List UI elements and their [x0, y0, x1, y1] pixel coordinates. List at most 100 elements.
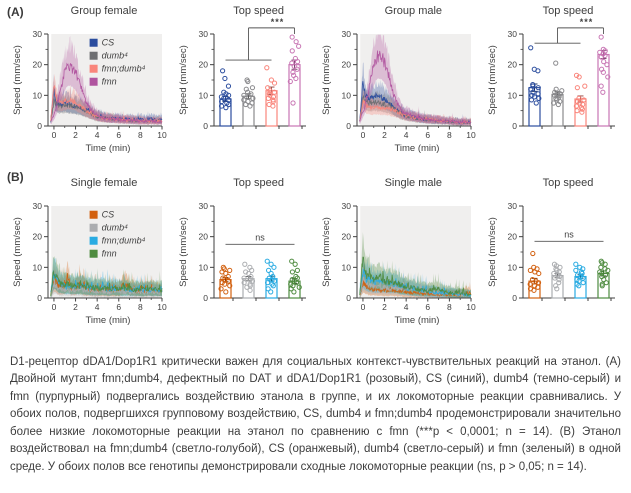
svg-text:20: 20 — [508, 60, 518, 70]
svg-text:Speed (mm/sec): Speed (mm/sec) — [321, 217, 332, 287]
svg-text:10: 10 — [467, 302, 477, 312]
chart-title-group-male: Group male — [384, 5, 443, 17]
svg-text:dumb⁴: dumb⁴ — [102, 51, 129, 61]
svg-text:0: 0 — [52, 302, 57, 312]
svg-text:4: 4 — [404, 130, 409, 140]
svg-text:30: 30 — [342, 201, 352, 211]
svg-text:Time (min): Time (min) — [85, 315, 130, 326]
line-chart-group-female: 0 10 20 30 0 2 4 6 8 10 Time (min) Speed (mm/sec) CS… — [10, 18, 170, 160]
svg-text:0: 0 — [512, 121, 517, 131]
svg-text:2: 2 — [382, 302, 387, 312]
line-chart-group-male: 0 10 20 30 0 2 4 6 8 10 Time (min) Speed (mm/sec) — [319, 18, 479, 160]
svg-text:30: 30 — [508, 29, 518, 39]
svg-text:4: 4 — [404, 302, 409, 312]
svg-text:10: 10 — [342, 90, 352, 100]
panel-a-row: Group female 0 10 20 30 0 2 4 6 8 10 Time (min) Spe… — [0, 4, 631, 160]
svg-text:Time (min): Time (min) — [85, 143, 130, 154]
svg-text:10: 10 — [157, 130, 167, 140]
chart-cell-single-female-topspeed: Top speed 0 10 20 30 Speed (mm/sec) ns — [174, 176, 316, 332]
svg-text:Time (min): Time (min) — [395, 315, 440, 326]
svg-text:10: 10 — [467, 130, 477, 140]
svg-text:4: 4 — [95, 302, 100, 312]
svg-text:Time (min): Time (min) — [395, 143, 440, 154]
svg-text:10: 10 — [33, 262, 43, 272]
svg-text:fmn;dumb⁴: fmn;dumb⁴ — [102, 236, 146, 246]
svg-text:Speed (mm/sec): Speed (mm/sec) — [178, 45, 189, 115]
svg-text:fmn;dumb⁴: fmn;dumb⁴ — [102, 64, 146, 74]
svg-text:6: 6 — [116, 130, 121, 140]
svg-text:ns: ns — [564, 229, 574, 239]
svg-text:***: *** — [580, 18, 594, 27]
figure-caption: D1-рецептор dDA1/Dop1R1 критически важен… — [10, 356, 621, 473]
svg-text:Speed (mm/sec): Speed (mm/sec) — [321, 45, 332, 115]
svg-text:30: 30 — [33, 201, 43, 211]
svg-text:0: 0 — [203, 293, 208, 303]
svg-text:2: 2 — [73, 130, 78, 140]
svg-text:30: 30 — [198, 29, 208, 39]
svg-text:10: 10 — [33, 90, 43, 100]
chart-title-group-female: Group female — [70, 5, 138, 17]
panel-b-label: (B) — [7, 170, 24, 184]
svg-text:8: 8 — [138, 302, 143, 312]
chart-cell-group-male: Group male 0 10 20 30 0 2 4 6 8 10 Time (min) Speed… — [319, 4, 479, 160]
svg-text:20: 20 — [342, 232, 352, 242]
svg-text:0: 0 — [37, 121, 42, 131]
chart-cell-single-female: Single female 0 10 20 30 0 2 4 6 8 10 Time (min) Sp… — [10, 176, 170, 332]
svg-text:8: 8 — [447, 130, 452, 140]
chart-cell-group-male-topspeed: Top speed 0 10 20 30 Speed (mm/sec) *** — [483, 4, 625, 160]
svg-text:Speed (mm/sec): Speed (mm/sec) — [12, 217, 23, 287]
bar-chart-single-female-topspeed: 0 10 20 30 Speed (mm/sec) ns — [174, 190, 316, 332]
svg-text:10: 10 — [198, 262, 208, 272]
svg-text:10: 10 — [157, 302, 167, 312]
svg-text:30: 30 — [342, 29, 352, 39]
svg-text:6: 6 — [116, 302, 121, 312]
svg-text:2: 2 — [382, 130, 387, 140]
chart-title-group-female-topspeed: Top speed — [233, 5, 285, 17]
chart-cell-single-male: Single male 0 10 20 30 0 2 4 6 8 10 Time (min) Spee… — [319, 176, 479, 332]
chart-cell-group-female-topspeed: Top speed 0 10 20 30 Speed (mm/sec) *** — [174, 4, 316, 160]
svg-text:0: 0 — [347, 293, 352, 303]
svg-text:2: 2 — [73, 302, 78, 312]
svg-text:20: 20 — [198, 232, 208, 242]
svg-text:20: 20 — [33, 232, 43, 242]
svg-text:fmn: fmn — [102, 249, 117, 259]
panel-b-row: Single female 0 10 20 30 0 2 4 6 8 10 Time (min) Sp… — [0, 176, 631, 332]
svg-text:fmn: fmn — [102, 77, 117, 87]
bar-chart-single-male-topspeed: 0 10 20 30 Speed (mm/sec) ns — [483, 190, 625, 332]
svg-text:10: 10 — [342, 262, 352, 272]
chart-cell-single-male-topspeed: Top speed 0 10 20 30 Speed (mm/sec) ns — [483, 176, 625, 332]
line-chart-single-male: 0 10 20 30 0 2 4 6 8 10 Time (min) Speed (mm/sec) — [319, 190, 479, 332]
svg-text:0: 0 — [361, 130, 366, 140]
svg-text:dumb⁴: dumb⁴ — [102, 223, 129, 233]
svg-text:8: 8 — [138, 130, 143, 140]
svg-text:8: 8 — [447, 302, 452, 312]
svg-text:30: 30 — [33, 29, 43, 39]
svg-text:***: *** — [270, 18, 284, 27]
svg-text:20: 20 — [33, 60, 43, 70]
chart-title-single-female-topspeed: Top speed — [233, 177, 285, 189]
svg-text:10: 10 — [508, 90, 518, 100]
svg-text:30: 30 — [508, 201, 518, 211]
svg-text:CS: CS — [102, 210, 115, 220]
svg-text:Speed (mm/sec): Speed (mm/sec) — [178, 217, 189, 287]
panel-a-label: (A) — [7, 5, 24, 19]
svg-text:0: 0 — [361, 302, 366, 312]
svg-text:0: 0 — [52, 130, 57, 140]
bar-chart-group-male-topspeed: 0 10 20 30 Speed (mm/sec) *** — [483, 18, 625, 160]
chart-title-single-male: Single male — [384, 177, 443, 189]
svg-text:Speed (mm/sec): Speed (mm/sec) — [487, 217, 498, 287]
svg-text:ns: ns — [255, 232, 265, 242]
svg-text:4: 4 — [95, 130, 100, 140]
bar-chart-group-female-topspeed: 0 10 20 30 Speed (mm/sec) *** — [174, 18, 316, 160]
svg-text:0: 0 — [512, 293, 517, 303]
svg-text:0: 0 — [347, 121, 352, 131]
svg-text:Speed (mm/sec): Speed (mm/sec) — [487, 45, 498, 115]
svg-text:6: 6 — [426, 302, 431, 312]
svg-text:0: 0 — [203, 121, 208, 131]
svg-text:20: 20 — [508, 232, 518, 242]
svg-text:30: 30 — [198, 201, 208, 211]
svg-text:10: 10 — [508, 262, 518, 272]
chart-title-group-male-topspeed: Top speed — [542, 5, 594, 17]
chart-title-single-male-topspeed: Top speed — [542, 177, 594, 189]
